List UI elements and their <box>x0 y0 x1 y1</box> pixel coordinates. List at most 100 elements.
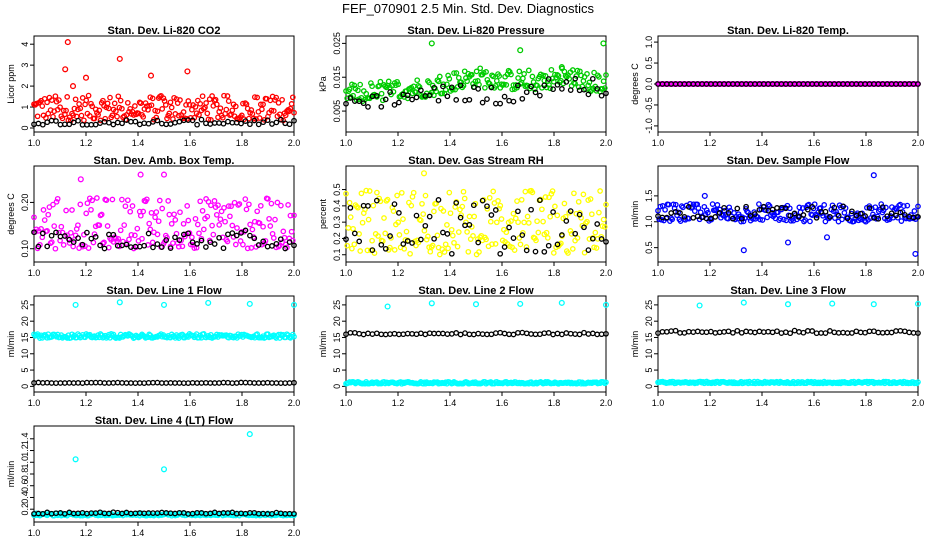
outlier-point-cyan <box>740 299 747 306</box>
x-tick-label: 1.0 <box>28 138 41 148</box>
data-point-black <box>167 245 174 251</box>
data-point-yellow <box>600 216 607 223</box>
data-point-black <box>426 213 433 220</box>
data-point-black <box>782 329 789 336</box>
data-point-black <box>88 379 95 386</box>
y-tick-label: 0.1 <box>332 248 342 261</box>
data-point-black <box>347 95 354 101</box>
data-point-black <box>554 81 561 88</box>
data-point-black <box>589 75 596 82</box>
data-point-magenta <box>52 245 59 252</box>
data-point-black <box>264 117 271 124</box>
data-point-black <box>782 205 789 212</box>
data-point-magenta <box>164 234 170 241</box>
data-point-yellow <box>382 230 389 237</box>
data-point-black <box>752 329 758 336</box>
data-point-black <box>725 328 732 335</box>
data-point-magenta <box>247 221 253 228</box>
data-point-black <box>576 211 583 218</box>
data-point-magenta <box>156 197 163 204</box>
panel-title: Stan. Dev. Li-820 Pressure <box>407 25 544 37</box>
data-point-black <box>194 121 200 128</box>
data-point-green <box>503 82 510 88</box>
data-point-blue <box>672 201 679 208</box>
data-point-black <box>572 75 579 82</box>
x-tick-label: 2.0 <box>288 268 301 278</box>
data-point-red <box>89 103 96 110</box>
data-point-black <box>796 329 802 335</box>
data-point-red <box>203 100 209 106</box>
y-tick-label: 0.015 <box>332 66 342 89</box>
x-tick-label: 1.6 <box>496 138 509 148</box>
data-point-black <box>791 210 798 217</box>
data-point-black <box>39 230 46 237</box>
data-point-red <box>44 99 50 106</box>
data-point-black <box>545 76 552 82</box>
data-point-black <box>598 331 605 338</box>
y-tick-label: 0.4 <box>20 491 30 504</box>
data-point-yellow <box>359 219 366 226</box>
data-point-green <box>515 75 521 81</box>
data-point-green <box>496 73 503 79</box>
y-tick-label: 1.5 <box>644 190 654 203</box>
data-point-black <box>154 379 161 386</box>
data-point-black <box>106 119 112 126</box>
data-point-magenta <box>75 222 81 229</box>
data-point-black <box>291 379 297 386</box>
x-tick-label: 1.0 <box>340 268 353 278</box>
data-point-red <box>223 106 230 113</box>
data-point-black <box>440 330 446 337</box>
data-point-magenta <box>191 245 198 251</box>
data-point-yellow <box>493 219 500 226</box>
data-point-yellow <box>434 232 441 239</box>
data-point-black <box>800 212 807 218</box>
data-point-green <box>555 73 562 79</box>
data-point-black <box>893 212 899 219</box>
x-tick-label: 1.0 <box>28 268 41 278</box>
data-point-yellow <box>383 197 390 204</box>
data-point-black <box>220 120 227 127</box>
data-point-yellow <box>522 188 529 195</box>
data-point-magenta <box>119 196 125 203</box>
x-tick-label: 1.2 <box>80 138 93 148</box>
data-point-blue <box>697 209 704 216</box>
data-point-black <box>901 211 908 218</box>
data-point-black <box>282 380 289 386</box>
plot-frame <box>33 165 295 263</box>
data-point-black <box>172 234 178 241</box>
data-point-black <box>418 87 424 94</box>
data-point-black <box>774 328 780 335</box>
data-point-black <box>559 86 565 92</box>
data-point-red <box>251 94 258 100</box>
y-tick-label: 20 <box>20 316 30 326</box>
x-tick-label: 1.0 <box>28 398 41 408</box>
data-point-magenta <box>175 243 182 250</box>
data-point-black <box>690 329 697 335</box>
data-point-magenta <box>199 207 206 214</box>
data-point-black <box>479 331 486 337</box>
outlier-point-green <box>517 47 524 54</box>
x-tick-label: 1.6 <box>184 528 197 538</box>
data-point-black <box>453 200 460 206</box>
data-point-blue <box>830 208 837 215</box>
data-point-black <box>123 241 130 248</box>
data-point-red <box>164 115 170 122</box>
data-point-red <box>159 106 166 112</box>
data-point-red <box>111 100 118 107</box>
data-point-red <box>96 107 103 114</box>
data-point-black <box>216 234 222 241</box>
data-point-black <box>598 236 605 242</box>
data-point-black <box>92 121 99 128</box>
outlier-point-red <box>64 39 71 46</box>
data-point-black <box>225 379 231 386</box>
outlier-point-cyan <box>914 300 922 307</box>
data-point-magenta <box>67 229 74 236</box>
data-point-black <box>897 327 904 334</box>
data-point-black <box>422 331 429 338</box>
y-tick-label: 0 <box>332 384 342 389</box>
data-point-black <box>563 79 570 85</box>
data-point-yellow <box>345 225 352 231</box>
data-point-magenta <box>172 217 179 223</box>
data-point-black <box>822 208 829 215</box>
data-point-black <box>66 380 73 386</box>
